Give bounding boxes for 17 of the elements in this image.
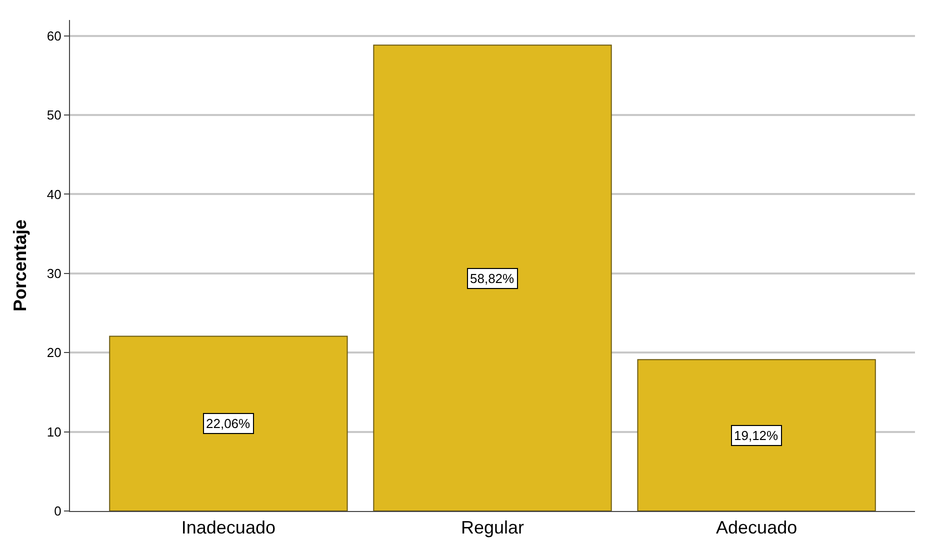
x-tick-label: Inadecuado [181, 518, 276, 538]
bar [637, 359, 876, 511]
y-tick-label: 40 [46, 186, 62, 202]
bar [373, 44, 612, 511]
x-tick-label: Regular [460, 518, 524, 538]
y-axis-title: Porcentaje [10, 219, 30, 312]
y-tick-label: 0 [54, 504, 62, 519]
y-tick-label: 60 [46, 28, 62, 44]
y-tick-label: 10 [46, 424, 62, 440]
data-label: 19,12% [734, 428, 779, 443]
y-tick-label: 20 [46, 345, 62, 360]
x-tick-label: Adecuado [716, 518, 798, 538]
y-tick-label: 50 [46, 108, 62, 123]
data-label: 22,06% [206, 416, 251, 431]
y-tick-label: 30 [46, 266, 62, 281]
data-label: 58,82% [470, 271, 515, 286]
bar [109, 336, 348, 511]
